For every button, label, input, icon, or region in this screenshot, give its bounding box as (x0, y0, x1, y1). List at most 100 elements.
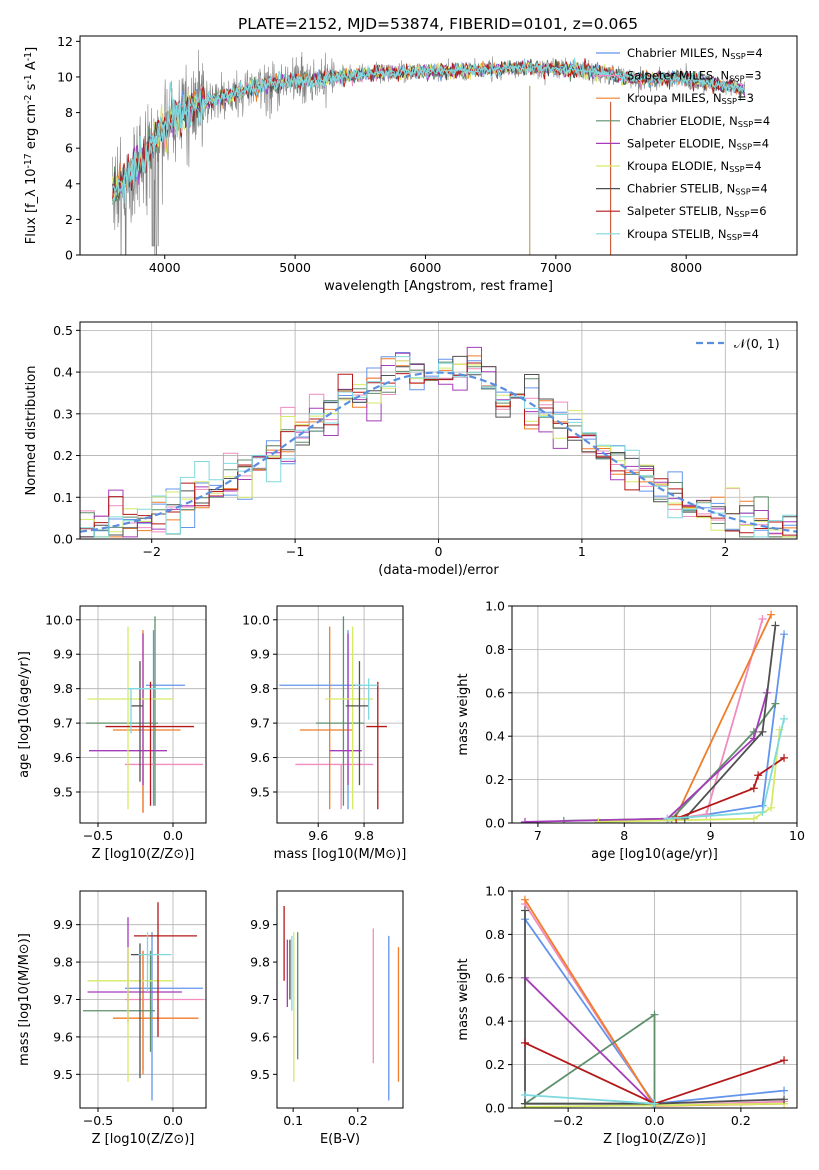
y-axis-label: mass [log10(M/M⊙)] (17, 933, 32, 1066)
weight-point-marker (780, 1095, 789, 1104)
errorbar-point (279, 630, 362, 810)
y-tick-label: 6 (65, 141, 73, 156)
x-axis-label: mass [log10(M/M⊙)] (274, 847, 407, 862)
axes-weight-vs-Z: −0.2 0.0 0.2 0.0 0.2 0.4 0.6 0.8 1.0 Z [log10(Z/Z… (456, 884, 798, 1147)
plot-area (80, 346, 797, 539)
errorbar-point (113, 950, 199, 1075)
normal-curve-line (80, 371, 797, 533)
errorbar-point (86, 616, 158, 806)
errorbar-point (345, 661, 369, 786)
figure-title: PLATE=2152, MJD=53874, FIBERID=0101, z=0… (238, 15, 638, 33)
y-tick-label: 0.2 (53, 448, 73, 463)
y-tick-label: 9.9 (53, 917, 73, 932)
y-tick-label: 0.8 (485, 927, 505, 942)
errorbar-point (354, 678, 378, 720)
weight-point-marker (520, 906, 529, 915)
y-tick-label: 0.1 (53, 490, 73, 505)
y-tick-label: 0.6 (485, 685, 505, 700)
y-tick-label: 9.6 (53, 1029, 73, 1044)
y-tick-label: 2 (65, 212, 73, 227)
legend-label: Kroupa MILES, NSSP=3 (627, 91, 754, 106)
weight-series-line (524, 977, 656, 1107)
errorbar-point (87, 947, 173, 1082)
y-tick-label: 10.0 (45, 612, 73, 627)
y-tick-label: 9.7 (53, 992, 73, 1007)
axes-age-vs-Z: −0.5 0.0 9.5 9.6 9.7 9.8 9.9 10.0 Z [log10(Z/Z⊙)… (17, 605, 207, 862)
x-tick-label: 7 (534, 828, 542, 843)
weight-point-marker (594, 817, 603, 823)
errorbar-point (146, 630, 185, 806)
errorbar-point (325, 626, 374, 810)
weight-series-line (524, 910, 785, 1105)
x-tick-label: 8000 (670, 260, 702, 275)
y-tick-label: 9.5 (250, 1067, 270, 1082)
y-tick-label: 10.0 (242, 612, 270, 627)
errorbar-point (87, 626, 173, 810)
y-axis-label: age [log10(age/yr)] (17, 651, 32, 778)
legend-label: Kroupa ELODIE, NSSP=4 (627, 159, 762, 174)
weight-point-marker (520, 1090, 529, 1099)
weight-point-marker (749, 784, 758, 793)
errorbar-point (128, 688, 170, 734)
plot-area (279, 616, 387, 810)
y-tick-label: 8 (65, 105, 73, 120)
x-tick-label: −0.5 (83, 1113, 113, 1128)
weight-series-line (675, 757, 785, 820)
y-tick-label: 9.7 (53, 716, 73, 731)
weight-point-marker (758, 615, 767, 624)
weight-series-line (675, 614, 772, 817)
x-tick-label: −2 (142, 544, 160, 559)
y-tick-label: 9.8 (250, 681, 270, 696)
x-tick-label: 1 (578, 544, 586, 559)
weight-point-marker (520, 817, 529, 823)
y-axis-label: Flux [f_λ 10-17 erg cm-2 s-1 A-1] (23, 47, 39, 244)
weight-point-marker (767, 610, 776, 619)
y-tick-label: 0.2 (485, 772, 505, 787)
weight-point-marker (663, 814, 672, 823)
plot-area (520, 895, 789, 1108)
errorbar-point (134, 902, 197, 1037)
y-tick-label: 0.4 (485, 729, 505, 744)
y-tick-label: 0.4 (53, 365, 73, 380)
axes-spectrum: 4000 5000 6000 7000 8000 0 2 4 6 8 10 12 wavelength … (23, 34, 798, 294)
y-tick-label: 9.9 (250, 917, 270, 932)
x-tick-label: 8 (620, 828, 628, 843)
y-tick-label: 0.2 (485, 1057, 505, 1072)
weight-point-marker (650, 1010, 659, 1019)
weight-point-marker (780, 714, 789, 723)
weight-point-marker (771, 621, 780, 630)
weight-point-marker (702, 810, 711, 819)
x-axis-label: (data-model)/error (378, 563, 499, 578)
weight-point-marker (780, 1086, 789, 1095)
legend-label: Salpeter ELODIE, NSSP=4 (627, 136, 769, 151)
plot-area (112, 49, 746, 255)
weight-point-marker (771, 699, 780, 708)
weight-point-marker (780, 630, 789, 639)
x-tick-label: 7000 (540, 260, 572, 275)
weight-point-marker (758, 808, 767, 817)
y-tick-label: 9.7 (250, 716, 270, 731)
y-tick-label: 9.8 (53, 955, 73, 970)
y-tick-label: 9.6 (250, 750, 270, 765)
residual-histogram (80, 362, 797, 539)
x-tick-label: 9 (707, 828, 715, 843)
x-tick-label: 4000 (149, 260, 181, 275)
x-axis-label: E(B-V) (320, 1132, 360, 1147)
errorbar-point (125, 763, 203, 813)
axes-mass-vs-ebv: 0.1 0.2 9.5 9.6 9.7 9.8 9.9 E(B-V) (250, 890, 404, 1147)
y-tick-label: 9.7 (250, 992, 270, 1007)
weight-point-marker (758, 727, 767, 736)
x-tick-label: 0 (435, 544, 443, 559)
x-tick-label: 0.0 (163, 828, 183, 843)
y-tick-label: 0 (65, 248, 73, 263)
errorbar-point (366, 681, 387, 810)
x-tick-label: 10 (789, 828, 805, 843)
weight-series-line (524, 692, 768, 823)
y-tick-label: 9.5 (250, 785, 270, 800)
weight-point-marker (520, 1038, 529, 1047)
y-tick-label: 9.5 (53, 785, 73, 800)
x-axis-label: age [log10(age/yr)] (591, 847, 718, 862)
x-tick-label: 9.8 (354, 828, 374, 843)
y-axis-label: Normed distribution (24, 366, 39, 496)
